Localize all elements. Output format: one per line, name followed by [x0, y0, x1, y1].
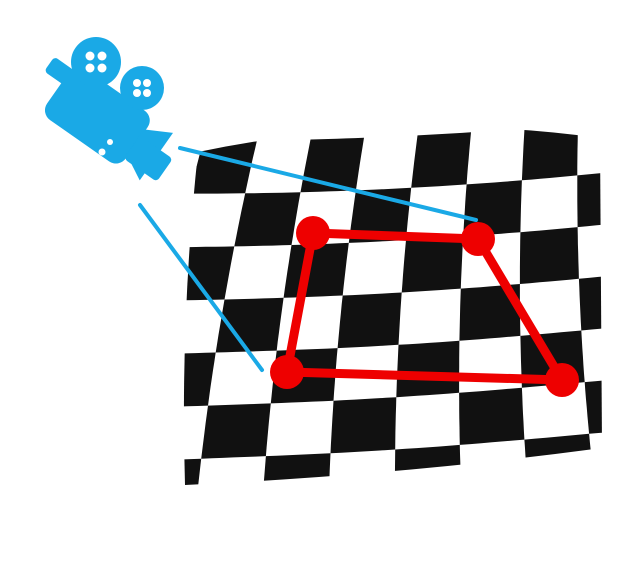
- checker-tile: [519, 227, 579, 284]
- checker-tile: [337, 292, 402, 349]
- checker-tile: [524, 433, 595, 486]
- checker-tile: [283, 242, 349, 298]
- checker-tile: [396, 340, 460, 398]
- checker-tile: [459, 284, 521, 341]
- checker-tile: [394, 444, 462, 486]
- quad-corner-top-right: [461, 222, 495, 256]
- checker-tile: [401, 236, 464, 293]
- checker-tile: [584, 376, 603, 434]
- checker-tile: [262, 453, 331, 486]
- sight-line-top: [178, 146, 478, 222]
- checker-tile: [234, 192, 301, 247]
- checker-tile: [577, 169, 603, 228]
- projected-quad: [270, 216, 579, 397]
- warped-checkerboard: [183, 126, 603, 486]
- checker-tile: [459, 387, 525, 445]
- checker-tile: [521, 126, 578, 181]
- checker-tile: [411, 132, 471, 188]
- checker-tile: [183, 352, 216, 408]
- quad-corner-top-left: [296, 216, 330, 250]
- checker-tile: [330, 397, 397, 454]
- sight-line-bottom: [138, 203, 264, 372]
- checker-tile: [215, 297, 284, 353]
- checker-tile: [183, 246, 235, 301]
- checker-tile: [300, 137, 364, 193]
- checker-tile: [578, 273, 603, 331]
- movie-camera-icon: [44, 37, 173, 181]
- checker-tile: [201, 403, 271, 459]
- checker-tile: [183, 458, 202, 486]
- quad-corner-bottom-left: [270, 355, 304, 389]
- quad-corner-bottom-right: [545, 363, 579, 397]
